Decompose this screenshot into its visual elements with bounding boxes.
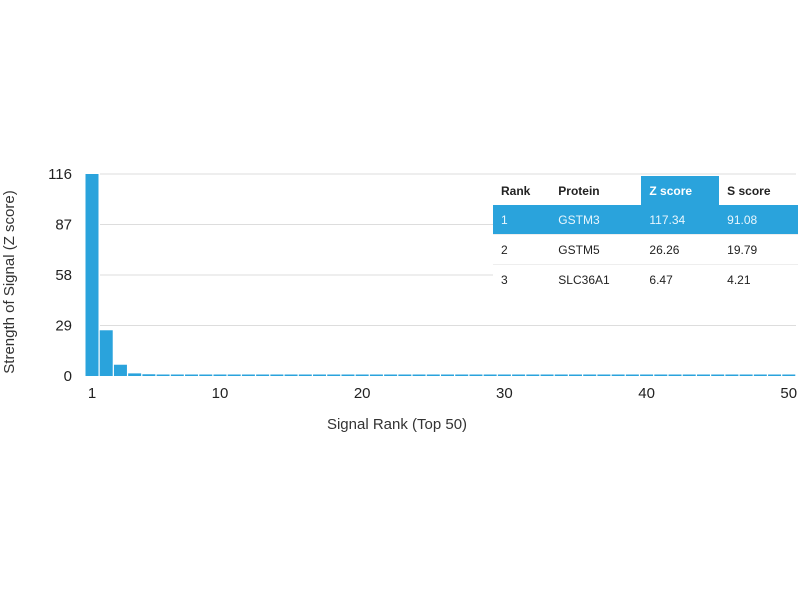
bar: [227, 374, 241, 376]
bar: [711, 374, 725, 376]
y-tick-label: 0: [64, 368, 72, 385]
cell-rank: 3: [493, 264, 551, 294]
bar: [241, 374, 255, 376]
bar: [483, 374, 497, 376]
bar: [156, 374, 170, 376]
bar: [739, 374, 753, 376]
bar: [640, 374, 654, 376]
header-rank: Rank: [501, 183, 531, 198]
bar: [284, 374, 298, 376]
cell-protein: GSTM5: [550, 234, 642, 265]
bar: [725, 374, 739, 376]
bar: [256, 374, 270, 376]
cell-z-score: 6.47: [641, 264, 720, 294]
bar: [469, 374, 483, 376]
y-tick-label: 29: [55, 318, 72, 335]
bar: [654, 374, 668, 376]
x-tick-label: 30: [496, 385, 513, 402]
header-z-score: Z score: [641, 176, 720, 205]
bar: [512, 374, 526, 376]
top-proteins-table: Rank Protein Z score S score 1 GSTM3 117…: [493, 176, 798, 294]
bar: [85, 174, 99, 376]
y-tick-label: 58: [55, 267, 72, 284]
x-tick-label: 1: [88, 385, 96, 402]
bar: [384, 374, 398, 376]
bar: [369, 374, 383, 376]
cell-rank: 1: [493, 205, 551, 235]
bar: [213, 374, 227, 376]
bar: [782, 374, 796, 376]
bar: [568, 374, 582, 376]
bar: [696, 374, 710, 376]
cell-protein: GSTM3: [550, 205, 642, 235]
bar: [611, 374, 625, 376]
cell-rank: 2: [493, 234, 551, 265]
header-s-score: S score: [727, 183, 771, 198]
bar: [170, 374, 184, 376]
y-axis-label: Strength of Signal (Z score): [1, 190, 18, 373]
bar: [753, 374, 767, 376]
bar: [327, 374, 341, 376]
bar: [199, 374, 213, 376]
y-tick-label: 87: [55, 217, 72, 234]
bar: [554, 374, 568, 376]
x-axis-label: Signal Rank (Top 50): [327, 416, 467, 433]
cell-s-score: 19.79: [719, 234, 798, 265]
cell-z-score: 117.34: [641, 205, 720, 235]
x-tick-label: 10: [212, 385, 229, 402]
table-row: 1 GSTM3 117.34 91.08: [493, 205, 798, 235]
bar: [398, 374, 412, 376]
bar: [583, 374, 597, 376]
bar: [441, 374, 454, 376]
bar: [412, 374, 426, 376]
bar: [341, 374, 355, 376]
cell-s-score: 4.21: [719, 264, 798, 294]
bar: [298, 374, 312, 376]
bar: [768, 374, 782, 376]
cell-s-score: 91.08: [719, 205, 798, 235]
y-tick-label: 116: [48, 166, 72, 183]
x-tick-label: 20: [354, 385, 371, 402]
bar: [426, 374, 440, 376]
bar: [682, 374, 696, 376]
bar: [526, 374, 540, 376]
table-row: 2 GSTM5 26.26 19.79: [493, 234, 798, 265]
cell-z-score: 26.26: [641, 234, 720, 265]
bar: [142, 374, 156, 376]
bar: [540, 374, 554, 376]
table-header-row: Rank Protein Z score S score: [493, 176, 798, 205]
bar: [270, 374, 284, 376]
bar: [99, 330, 113, 376]
cell-protein: SLC36A1: [550, 264, 642, 294]
bar: [313, 374, 327, 376]
x-tick-label: 50: [780, 385, 797, 402]
bar: [597, 374, 611, 376]
bar: [668, 374, 682, 376]
bar: [625, 374, 639, 376]
bar: [185, 374, 199, 376]
bar: [355, 374, 369, 376]
x-tick-label: 40: [638, 385, 655, 402]
bar: [455, 374, 469, 376]
bar: [497, 374, 511, 376]
bar: [113, 364, 127, 376]
bar: [128, 373, 142, 376]
header-protein: Protein: [558, 183, 600, 198]
table-row: 3 SLC36A1 6.47 4.21: [493, 264, 798, 294]
